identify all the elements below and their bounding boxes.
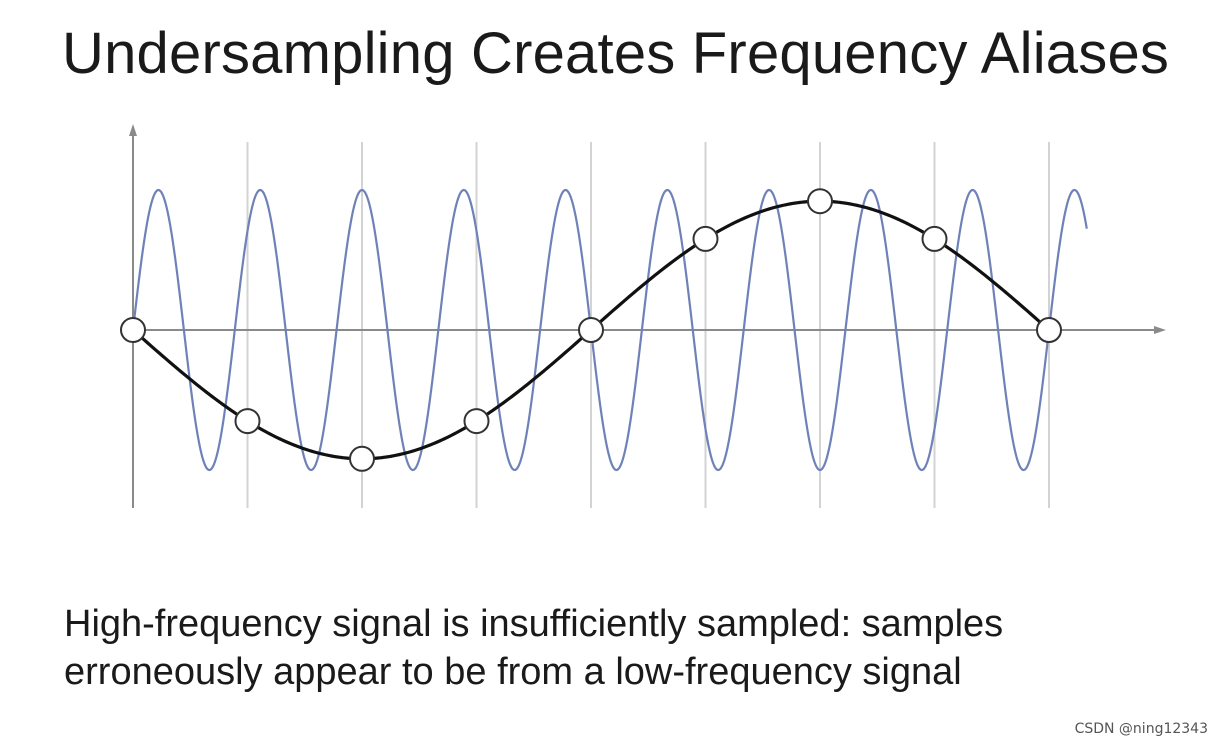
watermark: CSDN @ning12343 (1074, 721, 1208, 737)
sample-point (921, 225, 948, 252)
y-axis-arrow (129, 124, 137, 136)
x-axis-arrow (1154, 326, 1166, 334)
high-frequency-signal (131, 188, 1088, 472)
slide-title: Undersampling Creates Frequency Aliases (62, 21, 1170, 86)
sample-point (578, 317, 604, 343)
sample-point (463, 408, 490, 435)
sample-point (234, 408, 261, 435)
sample-point (120, 317, 146, 343)
caption-line-2: erroneously appear to be from a low-freq… (64, 651, 962, 693)
sample-point (692, 225, 719, 252)
sampling-gridlines (246, 142, 1050, 508)
sample-points (120, 188, 1062, 472)
sample-point (1036, 317, 1062, 343)
sample-point (349, 445, 375, 472)
sample-point (807, 188, 833, 215)
caption: High-frequency signal is insufficiently … (64, 600, 1164, 696)
aliasing-diagram (120, 124, 1166, 508)
caption-line-1: High-frequency signal is insufficiently … (64, 603, 1004, 645)
